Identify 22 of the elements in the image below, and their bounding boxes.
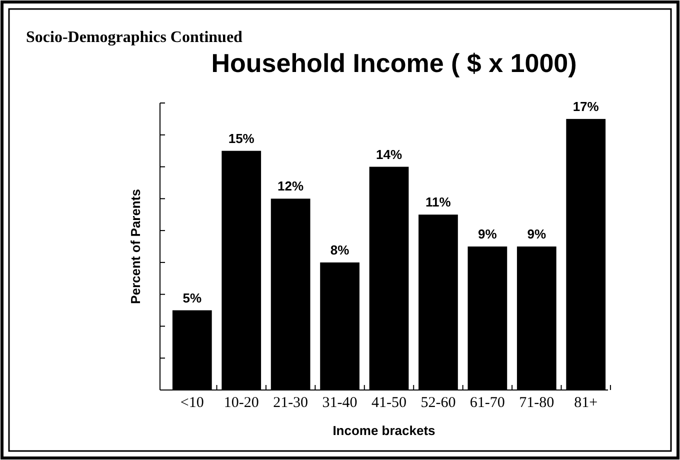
data-label: 8% [330,242,350,258]
x-tick-label: 52-60 [420,395,456,411]
x-tick-label: 71-80 [519,395,554,411]
x-tick-label: 10-20 [224,395,259,411]
data-label: 9% [478,226,498,242]
data-label: 9% [527,226,546,242]
data-label: 17% [572,98,600,114]
x-tick-label: 61-70 [470,395,505,411]
data-label: 5% [182,290,202,306]
data-label: 12% [278,178,304,194]
chart-title: Household Income ( $ x 1000) [211,48,577,78]
data-label: 11% [426,194,452,210]
x-tick-label: 81+ [574,395,598,411]
x-tick-label: 21-30 [273,395,308,411]
y-axis-title: Percent of Parents [128,189,143,304]
x-tick-label: <10 [180,395,204,411]
data-label: 15% [228,130,255,146]
data-label: 14% [376,146,402,162]
x-tick-label: 41-50 [372,395,406,411]
x-axis-title: Income brackets [332,423,436,438]
text: Socio-Demographics Continued [26,29,243,46]
x-tick-label: 31-40 [322,395,358,411]
